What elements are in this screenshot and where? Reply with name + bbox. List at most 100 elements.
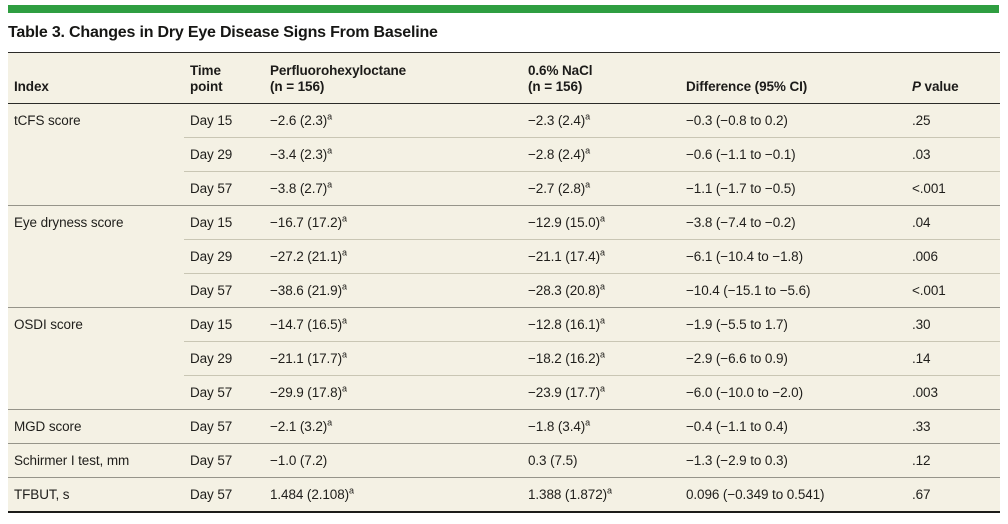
table-row: Day 57 −29.9 (17.8)a −23.9 (17.7)a −6.0 (−1… [8,375,1000,410]
col-header-difference: Difference (95% CI) [680,52,906,104]
perfluorohexyloctane-value-cell: −3.8 (2.7)a [264,171,522,206]
p-value-cell: .12 [906,443,1000,478]
difference-cell: −0.6 (−1.1 to −0.1) [680,137,906,172]
p-value-cell: <.001 [906,171,1000,206]
p-value-cell: .67 [906,477,1000,513]
footnote-marker: a [341,213,347,224]
p-value-cell: .04 [906,205,1000,240]
difference-cell: −6.0 (−10.0 to −2.0) [680,375,906,410]
table-row: Day 29 −27.2 (21.1)a −21.1 (17.4)a −6.1 (−1… [8,239,1000,274]
footnote-marker: a [607,485,613,496]
table-row: Day 29 −3.4 (2.3)a −2.8 (2.4)a −0.6 (−1.1 t… [8,137,1000,172]
difference-cell: −0.3 (−0.8 to 0.2) [686,113,788,128]
footnote-marker: a [327,111,333,122]
footnote-marker: a [599,281,605,292]
perfluorohexyloctane-value-cell: −29.9 (17.8)a [264,375,522,410]
difference-cell: −3.8 (−7.4 to −0.2) [680,205,906,240]
perfluorohexyloctane-value-cell: −38.6 (21.9)a [264,273,522,308]
footnote-marker: a [341,383,347,394]
table-row: Day 29 −21.1 (17.7)a −18.2 (16.2)a −2.9 (−6… [8,341,1000,376]
time-point-cell: Day 15 [184,307,264,342]
footnote-marker: a [341,315,347,326]
time-point-cell: Day 57 [184,375,264,410]
time-point-cell: Day 29 [184,137,264,172]
time-point-cell: Day 57 [184,477,264,513]
table-row: OSDI score Day 15 −14.7 (16.5)a −12.8 (16.1… [8,307,1000,410]
p-value-cell: .30 [906,307,1000,342]
p-value-cell: .33 [906,409,1000,444]
table-title: Table 3. Changes in Dry Eye Disease Sign… [8,24,438,41]
p-value-cell: .03 [906,137,1000,172]
footnote-marker: a [599,247,605,258]
time-point-cell: Day 57 [184,409,264,444]
table-row: Schirmer I test, mm Day 57 −1.0 (7.2) 0.3 (… [8,443,1000,478]
col-header-time-point: Time point [184,52,264,104]
footnote-marker: a [585,145,591,156]
table-row: Day 57 −3.8 (2.7)a −2.7 (2.8)a −1.1 (−1.7 t… [8,171,1000,206]
footnote-marker: a [327,145,333,156]
p-value-cell: .25 [912,113,931,128]
nacl-value-cell: −2.3 (2.4)a [528,111,591,128]
nacl-value-cell: −21.1 (17.4)a [522,239,680,274]
footnote-marker: a [585,111,591,122]
p-value-cell: .14 [906,341,1000,376]
nacl-value-cell: −12.8 (16.1)a [522,307,680,342]
table-row: Day 57 −38.6 (21.9)a −28.3 (20.8)a −10.4 (−… [8,273,1000,308]
footnote-marker: a [341,247,347,258]
perfluorohexyloctane-value-cell: −21.1 (17.7)a [264,341,522,376]
p-value-cell: <.001 [906,273,1000,308]
perfluorohexyloctane-value-cell: −1.0 (7.2) [264,443,522,478]
index-cell: Eye dryness score [8,205,184,308]
difference-cell: −1.9 (−5.5 to 1.7) [680,307,906,342]
perfluorohexyloctane-value-cell: −27.2 (21.1)a [264,239,522,274]
footnote-marker: a [327,179,333,190]
perfluorohexyloctane-value-cell: −2.1 (3.2)a [264,409,522,444]
time-point-cell: Day 57 [184,443,264,478]
index-cell: tCFS score [14,113,81,128]
col-header-index: Index [8,52,184,104]
page: Table 3. Changes in Dry Eye Disease Sign… [0,5,1008,513]
difference-cell: −1.3 (−2.9 to 0.3) [680,443,906,478]
table-row: TFBUT, s Day 57 1.484 (2.108)a 1.388 (1.872… [8,477,1000,513]
nacl-value-cell: −2.8 (2.4)a [522,137,680,172]
footnote-marker: a [599,213,605,224]
nacl-value-cell: −2.7 (2.8)a [522,171,680,206]
perfluorohexyloctane-value-cell: −16.7 (17.2)a [264,205,522,240]
col-header-perfluorohexyloctane: Perfluorohexyloctane (n = 156) [264,52,522,104]
footnote-marker: a [599,383,605,394]
difference-cell: −1.1 (−1.7 to −0.5) [680,171,906,206]
footnote-marker: a [349,485,355,496]
perfluorohexyloctane-value-cell: −3.4 (2.3)a [264,137,522,172]
footnote-marker: a [341,281,347,292]
col-header-p-value: P value [906,52,1000,104]
difference-cell: −6.1 (−10.4 to −1.8) [680,239,906,274]
perfluorohexyloctane-value-cell: −2.6 (2.3)a [270,111,333,128]
footnote-marker: a [585,179,591,190]
table-header-row: Index Time point Perfluorohexyloctane (n = 1… [8,52,1000,104]
nacl-value-cell: −18.2 (16.2)a [522,341,680,376]
time-point-cell: Day 57 [184,273,264,308]
dry-eye-signs-table: Index Time point Perfluorohexyloctane (n = 1… [8,52,1000,513]
table-row: tCFS score Day 15 −2.6 (2.3)a −2.3 (2.4)a −0… [8,104,1000,138]
nacl-value-cell: −28.3 (20.8)a [522,273,680,308]
time-point-cell: Day 15 [184,205,264,240]
difference-cell: −10.4 (−15.1 to −5.6) [680,273,906,308]
p-value-cell: .003 [906,375,1000,410]
footnote-marker: a [585,417,591,428]
nacl-value-cell: 1.388 (1.872)a [522,477,680,513]
time-point-cell: Day 15 [190,113,233,128]
table-row: MGD score Day 57 −2.1 (3.2)a −1.8 (3.4)a −0.… [8,409,1000,444]
difference-cell: 0.096 (−0.349 to 0.541) [680,477,906,513]
difference-cell: −0.4 (−1.1 to 0.4) [680,409,906,444]
accent-bar [8,5,999,13]
perfluorohexyloctane-value-cell: 1.484 (2.108)a [264,477,522,513]
footnote-marker: a [599,315,605,326]
index-cell: Schirmer I test, mm [8,443,184,478]
nacl-value-cell: 0.3 (7.5) [522,443,680,478]
p-value-cell: .006 [906,239,1000,274]
footnote-marker: a [599,349,605,360]
index-cell: TFBUT, s [8,477,184,513]
difference-cell: −2.9 (−6.6 to 0.9) [680,341,906,376]
time-point-cell: Day 29 [184,341,264,376]
table-row: Eye dryness score Day 15 −16.7 (17.2)a −12.… [8,205,1000,308]
